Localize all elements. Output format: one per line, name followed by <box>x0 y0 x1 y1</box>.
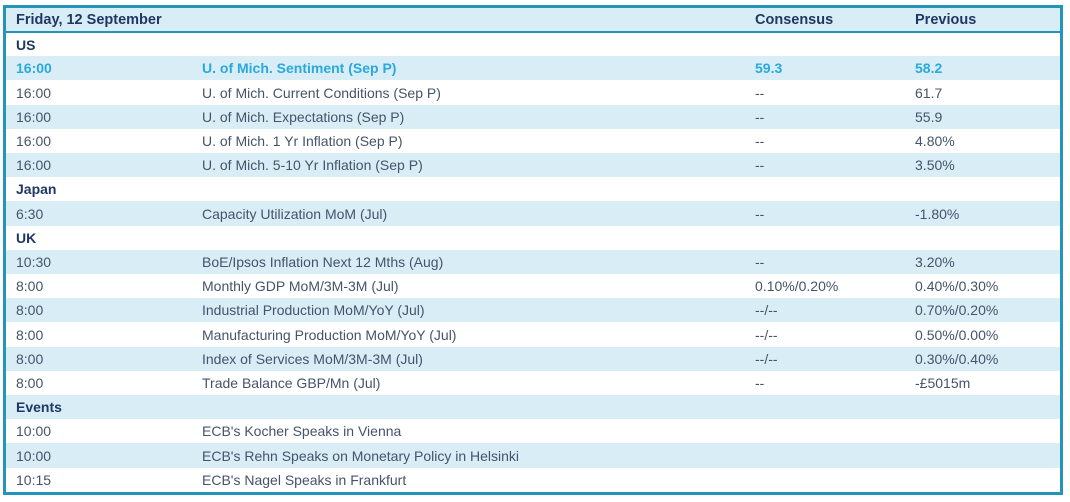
time-cell: 8:00 <box>16 374 44 391</box>
event-cell: Trade Balance GBP/Mn (Jul) <box>202 374 381 391</box>
date-title: Friday, 12 September <box>16 11 162 28</box>
time-cell: 16:00 <box>16 84 52 101</box>
economic-calendar-table: Friday, 12 September Consensus Previous … <box>3 5 1063 495</box>
consensus-cell <box>745 468 905 492</box>
consensus-cell: 59.3 <box>755 60 783 77</box>
consensus-cell: -- <box>755 157 765 174</box>
time-cell: 16:00 <box>16 132 52 149</box>
consensus-cell <box>745 419 905 443</box>
header-row: Friday, 12 September Consensus Previous <box>6 8 1060 32</box>
event-cell: ECB's Kocher Speaks in Vienna <box>202 423 402 440</box>
time-cell: 8:00 <box>16 350 44 367</box>
previous-cell: 61.7 <box>915 84 943 101</box>
time-cell: 10:30 <box>16 253 52 270</box>
consensus-column-header: Consensus <box>755 11 834 28</box>
event-row: 16:00 U. of Mich. Current Conditions (Sep… <box>6 80 1060 105</box>
time-cell: 8:00 <box>16 326 44 343</box>
previous-cell: -1.80% <box>915 205 960 222</box>
event-cell: Industrial Production MoM/YoY (Jul) <box>202 302 425 319</box>
event-row: 8:00 Trade Balance GBP/Mn (Jul) -- -£5015m <box>6 370 1060 396</box>
event-cell: U. of Mich. Current Conditions (Sep P) <box>202 84 441 101</box>
previous-cell: 0.30%/0.40% <box>915 350 999 367</box>
event-row: 8:00 Manufacturing Production MoM/YoY (Ju… <box>6 322 1060 347</box>
time-cell: 16:00 <box>16 60 52 77</box>
time-cell: 10:00 <box>16 423 52 440</box>
consensus-cell: -- <box>755 253 765 270</box>
event-row: 10:30 BoE/Ipsos Inflation Next 12 Mths (A… <box>6 249 1060 275</box>
event-cell: U. of Mich. 1 Yr Inflation (Sep P) <box>202 132 403 149</box>
event-row: 10:00 ECB's Rehn Speaks on Monetary Polic… <box>6 443 1060 468</box>
event-row: 10:00 ECB's Kocher Speaks in Vienna <box>6 419 1060 444</box>
event-cell: Index of Services MoM/3M-3M (Jul) <box>202 350 423 367</box>
section-row: Japan <box>6 177 1060 202</box>
time-cell: 16:00 <box>16 108 52 125</box>
previous-cell <box>905 419 1060 443</box>
consensus-cell: -- <box>755 374 765 391</box>
previous-cell: 4.80% <box>915 132 955 149</box>
consensus-cell <box>745 443 905 467</box>
event-row: 8:00 Industrial Production MoM/YoY (Jul) -… <box>6 298 1060 323</box>
previous-cell: -£5015m <box>915 374 971 391</box>
event-row: 16:00 U. of Mich. 5-10 Yr Inflation (Sep … <box>6 153 1060 178</box>
event-row: 16:00 U. of Mich. Expectations (Sep P) -- 5… <box>6 104 1060 129</box>
section-label: US <box>16 36 36 53</box>
previous-cell: 58.2 <box>915 60 943 77</box>
previous-cell <box>905 443 1060 467</box>
section-row: UK <box>6 225 1060 250</box>
consensus-cell: -- <box>755 132 765 149</box>
consensus-cell: -- <box>755 84 765 101</box>
event-cell: ECB's Nagel Speaks in Frankfurt <box>202 471 407 488</box>
previous-cell <box>905 468 1060 492</box>
event-row: 16:00 U. of Mich. Sentiment (Sep P) 59.3 58… <box>6 56 1060 81</box>
event-cell: U. of Mich. Sentiment (Sep P) <box>202 60 397 77</box>
consensus-cell: 0.10%/0.20% <box>755 278 839 295</box>
calendar: Friday, 12 September Consensus Previous … <box>6 8 1060 492</box>
event-cell: Manufacturing Production MoM/YoY (Jul) <box>202 326 457 343</box>
previous-cell: 0.50%/0.00% <box>915 326 999 343</box>
previous-cell: 3.20% <box>915 253 955 270</box>
time-cell: 16:00 <box>16 157 52 174</box>
event-cell: U. of Mich. Expectations (Sep P) <box>202 108 405 125</box>
time-cell: 8:00 <box>16 278 44 295</box>
calendar-header: Friday, 12 September Consensus Previous <box>6 8 1060 32</box>
previous-column-header: Previous <box>915 11 977 28</box>
section-label: Japan <box>16 181 57 198</box>
consensus-cell: --/-- <box>755 350 778 367</box>
event-row: 10:15 ECB's Nagel Speaks in Frankfurt <box>6 467 1060 492</box>
event-cell: U. of Mich. 5-10 Yr Inflation (Sep P) <box>202 157 423 174</box>
event-row: 6:30 Capacity Utilization MoM (Jul) -- -1.8… <box>6 201 1060 226</box>
previous-cell: 0.40%/0.30% <box>915 278 999 295</box>
time-cell: 8:00 <box>16 302 44 319</box>
time-cell: 10:00 <box>16 447 52 464</box>
event-cell: ECB's Rehn Speaks on Monetary Policy in … <box>202 447 520 464</box>
event-row: 16:00 U. of Mich. 1 Yr Inflation (Sep P) -… <box>6 128 1060 154</box>
time-cell: 10:15 <box>16 471 52 488</box>
previous-cell: 0.70%/0.20% <box>915 302 999 319</box>
section-label: Events <box>16 399 62 416</box>
event-cell: Capacity Utilization MoM (Jul) <box>202 205 388 222</box>
event-row: 8:00 Monthly GDP MoM/3M-3M (Jul) 0.10%/0.2… <box>6 274 1060 299</box>
event-cell: Monthly GDP MoM/3M-3M (Jul) <box>202 278 399 295</box>
section-row: Events <box>6 395 1060 420</box>
consensus-cell: -- <box>755 108 765 125</box>
consensus-cell: --/-- <box>755 326 778 343</box>
previous-cell: 3.50% <box>915 157 955 174</box>
calendar-body: US 16:00 U. of Mich. Sentiment (Sep P) 59.3… <box>6 32 1060 492</box>
event-row: 8:00 Index of Services MoM/3M-3M (Jul) --/… <box>6 346 1060 371</box>
section-row: US <box>6 32 1060 57</box>
time-cell: 6:30 <box>16 205 44 222</box>
consensus-cell: -- <box>755 205 765 222</box>
previous-cell: 55.9 <box>915 108 943 125</box>
section-label: UK <box>16 229 37 246</box>
consensus-cell: --/-- <box>755 302 778 319</box>
event-cell: BoE/Ipsos Inflation Next 12 Mths (Aug) <box>202 253 444 270</box>
